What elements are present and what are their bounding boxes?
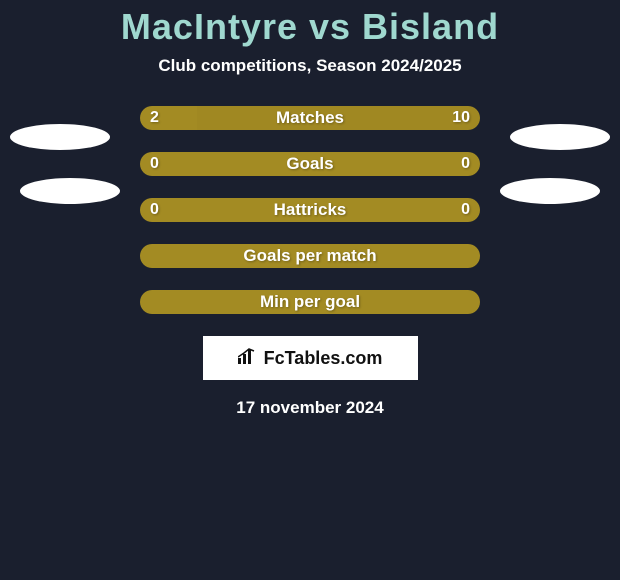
stat-bar-label: Matches	[140, 108, 480, 128]
page-background: MacIntyre vs Bisland Club competitions, …	[0, 0, 620, 580]
branding-text: FcTables.com	[264, 348, 383, 369]
comparison-bars: Matches210Goals00Hattricks00Goals per ma…	[0, 106, 620, 314]
stat-bar-label: Min per goal	[140, 292, 480, 312]
page-subtitle: Club competitions, Season 2024/2025	[0, 56, 620, 76]
stat-left-value: 2	[150, 109, 159, 127]
stat-bar: Matches2 10	[140, 106, 480, 130]
stat-bar-label: Goals per match	[140, 246, 480, 266]
stat-bar: Goals per match	[140, 244, 480, 268]
chart-icon	[238, 348, 258, 369]
stat-right-value: 0	[461, 201, 470, 219]
stat-bar: Min per goal	[140, 290, 480, 314]
branding-box: FcTables.com	[203, 336, 418, 380]
stat-right-value: 10	[452, 109, 470, 127]
page-title: MacIntyre vs Bisland	[0, 0, 620, 48]
stat-bar-label: Hattricks	[140, 200, 480, 220]
stat-bar-label: Goals	[140, 154, 480, 174]
stat-bar: Hattricks0 0	[140, 198, 480, 222]
stat-right-value: 0	[461, 155, 470, 173]
stat-bar: Goals0 0	[140, 152, 480, 176]
stat-left-value: 0	[150, 155, 159, 173]
date-text: 17 november 2024	[0, 398, 620, 418]
stat-left-value: 0	[150, 201, 159, 219]
